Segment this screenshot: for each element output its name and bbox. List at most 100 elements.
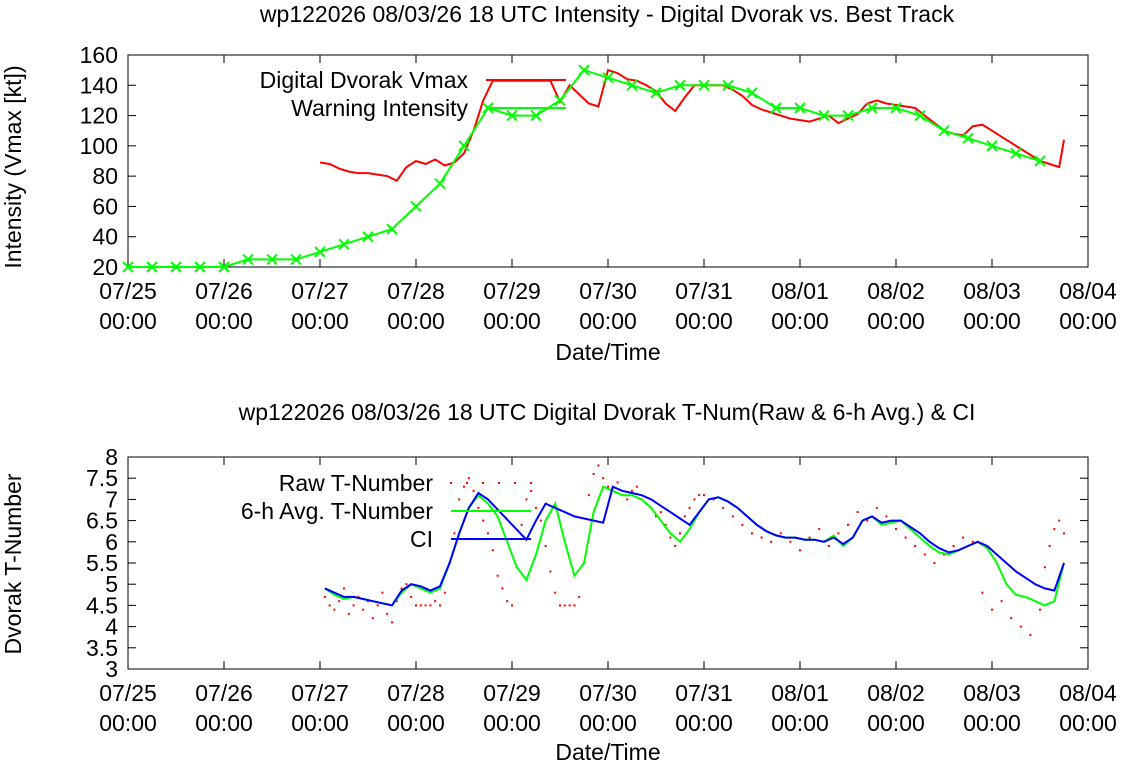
tnumber-series-raw-t-number-point	[458, 498, 461, 501]
intensity-series-warning-intensity-marker	[602, 72, 614, 84]
tnumber-series-raw-t-number-point	[544, 545, 547, 548]
intensity-series-warning-intensity-marker	[626, 79, 638, 91]
tnumber-y-tick-label: 7.5	[86, 465, 118, 491]
intensity-series-warning-intensity-marker	[578, 64, 590, 76]
tnumber-series-ci-line	[324, 485, 1065, 607]
intensity-x-tick-time: 00:00	[195, 308, 253, 334]
tnumber-series-raw-t-number-point	[376, 604, 379, 607]
tnumber-series-raw-t-number-point	[669, 536, 672, 539]
tnumber-series-raw-t-number-point	[535, 506, 537, 509]
tnumber-series-raw-t-number-point	[1058, 519, 1061, 522]
tnumber-series-raw-t-number-point	[434, 600, 437, 603]
tnumber-chart-title: wp122026 08/03/26 18 UTC Digital Dvorak …	[238, 399, 976, 425]
intensity-y-tick-label: 80	[92, 163, 118, 189]
tnumber-x-tick-date: 07/28	[387, 680, 445, 706]
tnumber-series-raw-t-number-point	[352, 604, 355, 607]
tnumber-series-raw-t-number-point	[405, 583, 408, 586]
tnumber-x-tick-time: 00:00	[195, 710, 253, 736]
intensity-series-warning-intensity-marker	[410, 200, 422, 213]
tnumber-series-raw-t-number-point	[808, 536, 811, 539]
tnumber-series-raw-t-number-point	[559, 604, 561, 607]
tnumber-x-tick-time: 00:00	[387, 710, 445, 736]
intensity-y-axis-label: Intensity (Vmax [kt])	[0, 65, 26, 268]
tnumber-series-raw-t-number-point	[1053, 528, 1056, 531]
tnumber-series-raw-t-number-point	[328, 604, 331, 607]
tnumber-series-raw-t-number-point	[837, 532, 840, 535]
tnumber-x-tick-time: 00:00	[99, 710, 157, 736]
tnumber-series-raw-t-number-point	[381, 591, 384, 594]
tnumber-legend-swatch-dot	[450, 482, 452, 484]
intensity-series-warning-intensity-marker	[506, 109, 518, 122]
intensity-series-warning-intensity-marker	[362, 231, 374, 243]
tnumber-series-raw-t-number-point	[323, 595, 326, 598]
tnumber-series-raw-t-number-point	[563, 604, 566, 607]
tnumber-series-raw-t-number-point	[607, 485, 609, 488]
tnumber-series-raw-t-number-point	[549, 570, 552, 573]
intensity-x-tick-date: 08/01	[771, 278, 829, 304]
intensity-series-warning-intensity-marker	[290, 253, 302, 266]
intensity-series-warning-intensity-marker	[818, 109, 830, 122]
tnumber-series-raw-t-number-point	[1010, 617, 1013, 620]
tnumber-series-raw-t-number-point	[981, 591, 984, 594]
intensity-series-warning-intensity-marker	[746, 87, 758, 99]
intensity-series-lines	[122, 64, 1065, 273]
intensity-series-warning-intensity-marker	[986, 140, 998, 152]
intensity-series-warning-intensity-marker	[890, 102, 902, 114]
intensity-x-tick-date: 08/04	[1059, 278, 1117, 304]
tnumber-series-raw-t-number-point	[866, 519, 869, 522]
tnumber-series-raw-t-number-point	[895, 528, 897, 531]
intensity-y-tick-label: 20	[92, 254, 118, 280]
tnumber-y-tick-label: 6	[105, 529, 118, 555]
tnumber-series-raw-t-number-point	[674, 545, 677, 548]
intensity-series-warning-intensity-marker	[698, 79, 710, 91]
tnumber-y-tick-label: 5	[105, 571, 118, 597]
tnumber-series-raw-t-number-point	[847, 523, 849, 526]
tnumber-series-raw-t-number-point	[501, 587, 504, 590]
intensity-x-tick-date: 07/25	[99, 278, 157, 304]
tnumber-series-raw-t-number-point	[827, 545, 830, 548]
tnumber-x-tick-time: 00:00	[483, 710, 541, 736]
intensity-chart-title: wp122026 08/03/26 18 UTC Intensity - Dig…	[259, 1, 955, 27]
tnumber-legend-swatch-dot	[482, 482, 484, 484]
tnumber-x-tick-time: 00:00	[1059, 710, 1117, 736]
tnumber-y-axis-label: Dvorak T-Number	[0, 473, 26, 654]
tnumber-series-raw-t-number-point	[539, 519, 542, 522]
tnumber-series-raw-t-number-point	[463, 485, 465, 488]
intensity-y-tick-label: 120	[80, 103, 118, 129]
intensity-series-warning-intensity-marker	[242, 253, 254, 266]
tnumber-series-raw-t-number-point	[400, 587, 403, 590]
tnumber-series-raw-t-number-point	[664, 523, 667, 526]
intensity-series-warning-intensity-marker	[122, 261, 134, 273]
tnumber-series-raw-t-number-point	[386, 612, 389, 615]
tnumber-x-ticks: 07/25 00:00 07/26 00:00 07/27 00:00 07/28 00:00…	[99, 457, 1117, 736]
intensity-series-warning-intensity-marker	[194, 261, 206, 273]
intensity-x-tick-time: 00:00	[579, 308, 637, 334]
tnumber-y-tick-label: 8	[105, 444, 118, 470]
intensity-series-warning-intensity-marker	[674, 79, 686, 91]
intensity-x-tick-time: 00:00	[771, 308, 829, 334]
tnumber-x-tick-time: 00:00	[675, 710, 733, 736]
tnumber-legend-swatch-dot	[466, 482, 468, 484]
intensity-x-ticks: 07/25 00:00 07/26 00:00 07/27 00:00 07/28 00:00…	[99, 55, 1117, 334]
intensity-x-tick-time: 00:00	[387, 308, 445, 334]
intensity-x-tick-time: 00:00	[483, 308, 541, 334]
tnumber-series-raw-t-number-point	[635, 485, 638, 488]
intensity-series-warning-intensity-marker	[218, 261, 230, 273]
intensity-series-warning-intensity-marker	[914, 109, 926, 122]
tnumber-series-raw-t-number-point	[856, 511, 859, 514]
tnumber-series-raw-t-number-point	[453, 532, 456, 535]
tnumber-series-raw-t-number-point	[391, 621, 393, 624]
intensity-x-tick-time: 00:00	[1059, 308, 1117, 334]
tnumber-series-raw-t-number-point	[1063, 532, 1065, 535]
intensity-x-tick-date: 07/28	[387, 278, 445, 304]
tnumber-series-raw-t-number-point	[367, 600, 369, 603]
tnumber-series-raw-t-number-point	[357, 595, 360, 598]
tnumber-series-raw-t-number-point	[952, 545, 955, 548]
tnumber-series-raw-t-number-point	[443, 591, 446, 594]
tnumber-series-raw-t-number-point	[467, 477, 470, 480]
tnumber-series-raw-t-number-point	[491, 549, 494, 552]
intensity-y-tick-label: 140	[80, 72, 118, 98]
tnumber-x-tick-date: 07/31	[675, 680, 733, 706]
tnumber-series-raw-t-number-point	[751, 532, 753, 535]
